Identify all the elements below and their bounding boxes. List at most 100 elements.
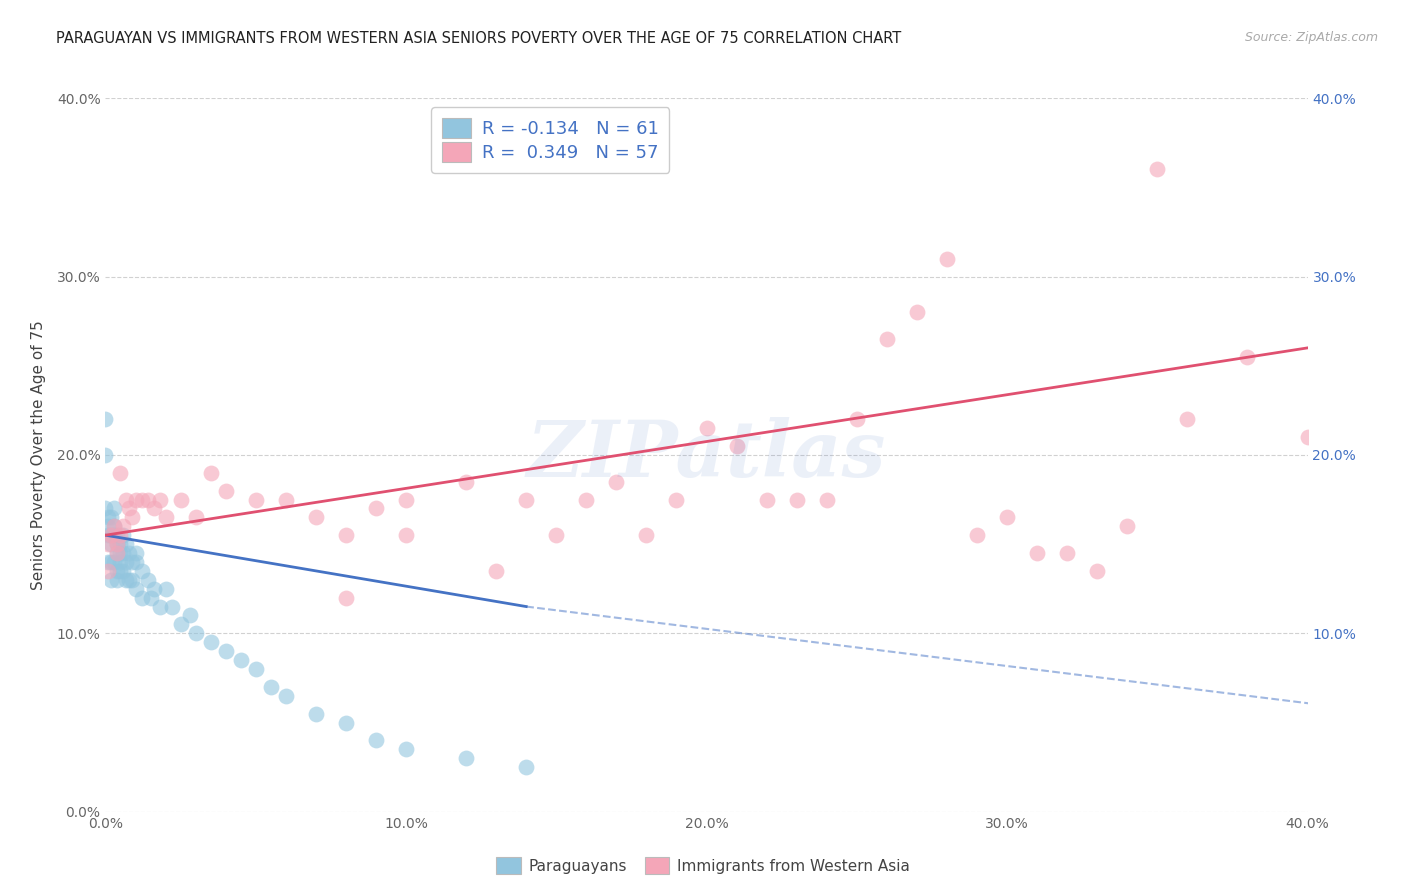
Point — [936, 252, 959, 266]
Point — [107, 528, 129, 542]
Point — [845, 412, 868, 426]
Point — [100, 555, 122, 569]
Text: Source: ZipAtlas.com: Source: ZipAtlas.com — [1244, 31, 1378, 45]
Point — [184, 626, 207, 640]
Point — [115, 492, 138, 507]
Point — [100, 537, 122, 551]
Point — [155, 582, 177, 596]
Point — [94, 412, 117, 426]
Point — [131, 591, 153, 605]
Point — [124, 582, 146, 596]
Point — [115, 537, 138, 551]
Point — [200, 466, 222, 480]
Point — [94, 501, 117, 516]
Point — [245, 492, 267, 507]
Point — [121, 555, 143, 569]
Point — [665, 492, 688, 507]
Point — [725, 439, 748, 453]
Point — [395, 742, 418, 756]
Point — [112, 546, 135, 560]
Point — [121, 573, 143, 587]
Point — [786, 492, 808, 507]
Point — [100, 573, 122, 587]
Point — [395, 528, 418, 542]
Point — [110, 537, 132, 551]
Point — [214, 483, 236, 498]
Point — [110, 555, 132, 569]
Point — [136, 573, 159, 587]
Point — [184, 510, 207, 524]
Point — [103, 519, 125, 533]
Point — [179, 608, 201, 623]
Point — [107, 537, 129, 551]
Point — [118, 573, 141, 587]
Point — [97, 564, 120, 578]
Point — [485, 564, 508, 578]
Point — [97, 519, 120, 533]
Point — [274, 492, 297, 507]
Point — [395, 492, 418, 507]
Point — [454, 751, 477, 765]
Point — [112, 564, 135, 578]
Point — [107, 564, 129, 578]
Point — [1056, 546, 1078, 560]
Point — [905, 305, 928, 319]
Point — [100, 528, 122, 542]
Point — [229, 653, 252, 667]
Point — [515, 760, 537, 774]
Point — [110, 528, 132, 542]
Point — [107, 546, 129, 560]
Point — [107, 573, 129, 587]
Point — [335, 591, 357, 605]
Point — [305, 706, 328, 721]
Point — [755, 492, 778, 507]
Point — [110, 466, 132, 480]
Point — [260, 680, 283, 694]
Point — [118, 546, 141, 560]
Point — [103, 519, 125, 533]
Point — [966, 528, 988, 542]
Point — [148, 492, 170, 507]
Point — [103, 528, 125, 542]
Point — [1296, 430, 1319, 444]
Point — [305, 510, 328, 524]
Point — [200, 635, 222, 649]
Point — [110, 564, 132, 578]
Point — [454, 475, 477, 489]
Point — [364, 501, 387, 516]
Point — [1175, 412, 1198, 426]
Point — [103, 501, 125, 516]
Point — [274, 689, 297, 703]
Point — [131, 492, 153, 507]
Point — [169, 492, 191, 507]
Point — [112, 528, 135, 542]
Point — [364, 733, 387, 747]
Point — [995, 510, 1018, 524]
Point — [97, 555, 120, 569]
Text: PARAGUAYAN VS IMMIGRANTS FROM WESTERN ASIA SENIORS POVERTY OVER THE AGE OF 75 CO: PARAGUAYAN VS IMMIGRANTS FROM WESTERN AS… — [56, 31, 901, 46]
Point — [94, 448, 117, 462]
Point — [107, 546, 129, 560]
Point — [121, 510, 143, 524]
Point — [876, 332, 898, 346]
Point — [148, 599, 170, 614]
Point — [131, 564, 153, 578]
Point — [118, 501, 141, 516]
Point — [515, 492, 537, 507]
Point — [155, 510, 177, 524]
Point — [97, 537, 120, 551]
Point — [124, 492, 146, 507]
Point — [107, 537, 129, 551]
Text: ZIPatlas: ZIPatlas — [527, 417, 886, 493]
Point — [546, 528, 568, 542]
Point — [169, 617, 191, 632]
Point — [115, 573, 138, 587]
Point — [1236, 350, 1258, 364]
Point — [110, 546, 132, 560]
Point — [103, 555, 125, 569]
Point — [160, 599, 183, 614]
Point — [124, 546, 146, 560]
Point — [97, 510, 120, 524]
Y-axis label: Seniors Poverty Over the Age of 75: Seniors Poverty Over the Age of 75 — [31, 320, 45, 590]
Point — [335, 528, 357, 542]
